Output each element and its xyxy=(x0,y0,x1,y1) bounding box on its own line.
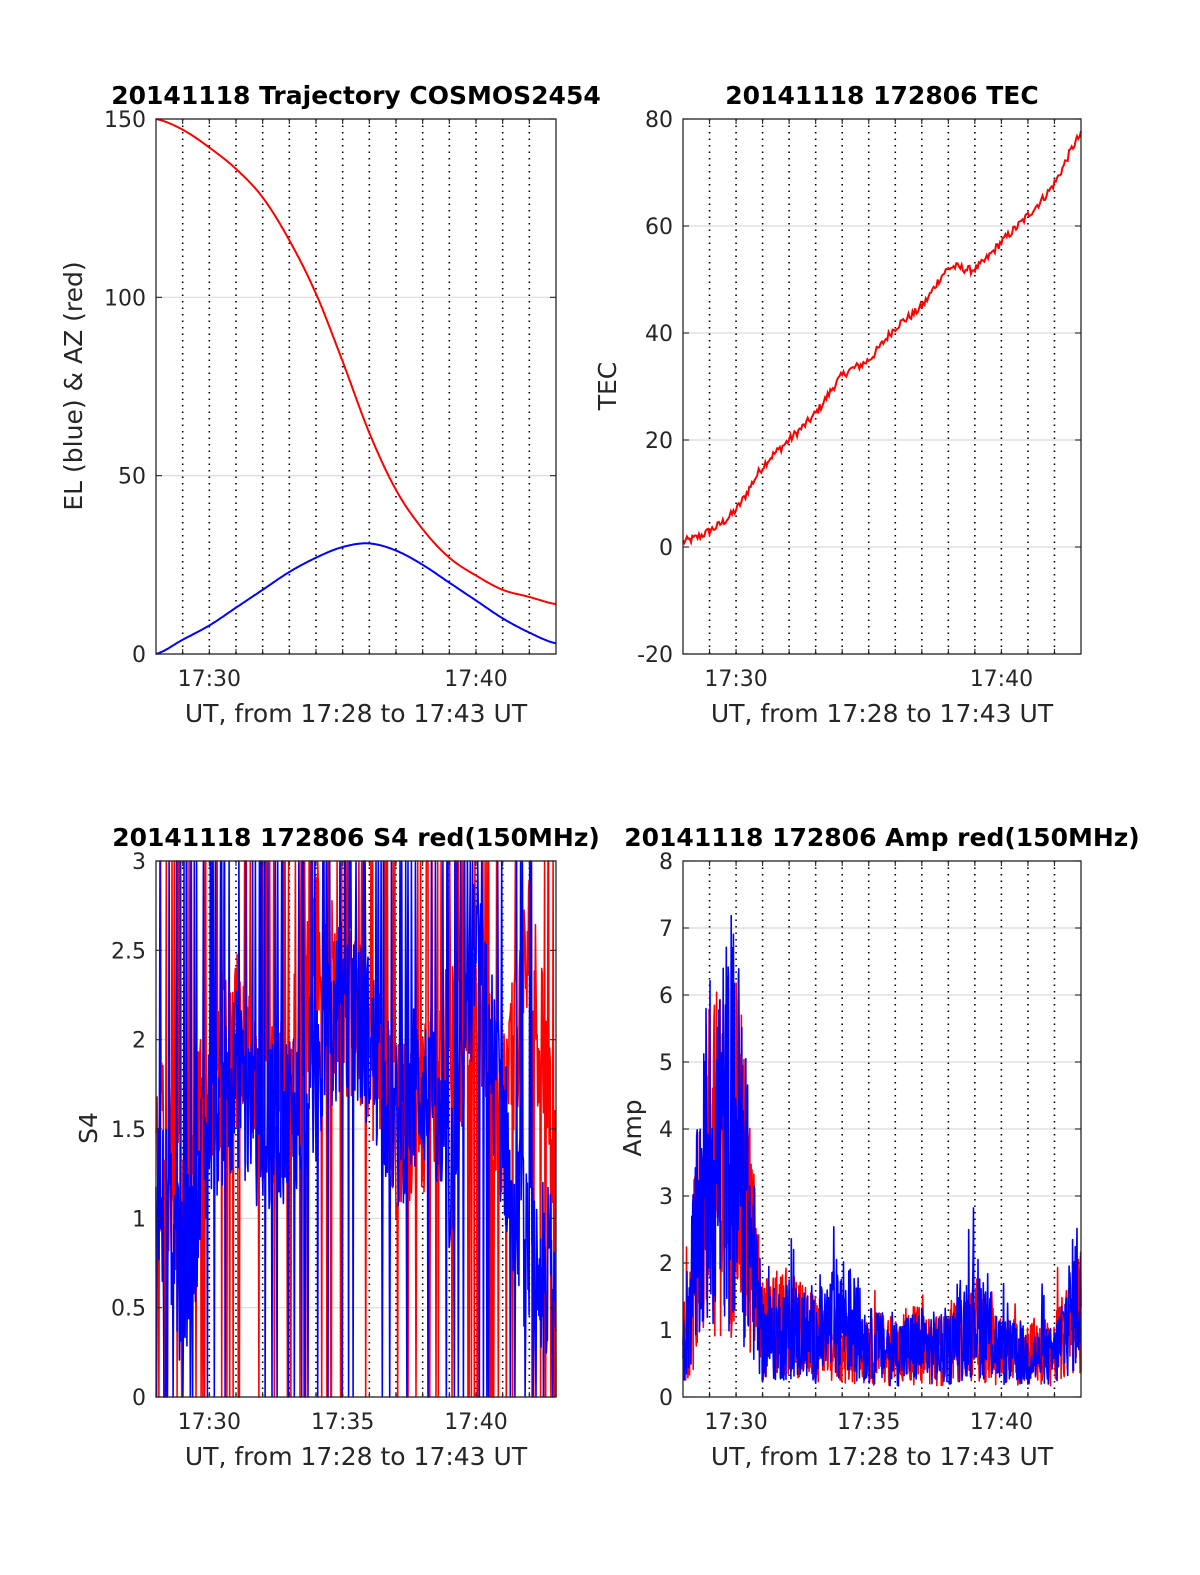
tec-xtick-label: 17:40 xyxy=(970,667,1033,692)
tec-panel: 20141118 172806 TEC UT, from 17:28 to 17… xyxy=(593,81,1082,728)
amp-ytick-label: 5 xyxy=(659,1051,673,1076)
trajectory-xtick-label: 17:30 xyxy=(178,667,241,692)
tec-title: 20141118 172806 TEC xyxy=(725,81,1038,110)
amp-ytick-label: 6 xyxy=(659,984,673,1009)
amp-ytick-label: 7 xyxy=(659,917,673,942)
amp-ytick-label: 3 xyxy=(659,1185,673,1210)
trajectory-panel: 20141118 Trajectory COSMOS2454 UT, from … xyxy=(59,81,601,728)
amp-ytick-label: 4 xyxy=(659,1118,673,1143)
trajectory-xlabel: UT, from 17:28 to 17:43 UT xyxy=(185,699,528,728)
trajectory-ytick-label: 100 xyxy=(104,286,146,311)
s4-ytick-label: 2 xyxy=(132,1029,146,1054)
s4-xtick-label: 17:30 xyxy=(178,1410,241,1435)
amp-ytick-label: 1 xyxy=(659,1319,673,1344)
amp-xtick-label: 17:40 xyxy=(970,1410,1033,1435)
amp-ytick-label: 0 xyxy=(659,1386,673,1411)
s4-ytick-label: 1.5 xyxy=(111,1118,146,1143)
trajectory-ytick-label: 150 xyxy=(104,108,146,133)
trajectory-ytick-label: 0 xyxy=(132,643,146,668)
trajectory-ytick-label: 50 xyxy=(118,465,146,490)
trajectory-axes-box xyxy=(155,118,557,655)
s4-ytick-label: 2.5 xyxy=(111,939,146,964)
tec-xtick-label: 17:30 xyxy=(704,667,767,692)
trajectory-ylabel: EL (blue) & AZ (red) xyxy=(59,261,88,510)
s4-xtick-label: 17:40 xyxy=(444,1410,507,1435)
trajectory-title: 20141118 Trajectory COSMOS2454 xyxy=(111,81,601,110)
tec-ytick-label: -20 xyxy=(637,643,673,668)
amp-xtick-label: 17:30 xyxy=(704,1410,767,1435)
trajectory-series-blue xyxy=(155,542,557,655)
tec-xlabel: UT, from 17:28 to 17:43 UT xyxy=(711,699,1054,728)
s4-xtick-label: 17:35 xyxy=(311,1410,374,1435)
s4-ytick-label: 0.5 xyxy=(111,1297,146,1322)
s4-xlabel: UT, from 17:28 to 17:43 UT xyxy=(185,1442,528,1471)
tec-ytick-label: 20 xyxy=(645,429,673,454)
s4-ytick-label: 3 xyxy=(132,850,146,875)
tec-ytick-label: 0 xyxy=(659,536,673,561)
amp-ytick-label: 2 xyxy=(659,1252,673,1277)
amp-ylabel: Amp xyxy=(618,1099,647,1156)
s4-panel: 20141118 172806 S4 red(150MHz) UT, from … xyxy=(74,823,600,1471)
s4-ylabel: S4 xyxy=(74,1112,103,1144)
s4-ytick-label: 1 xyxy=(132,1207,146,1232)
amp-xtick-label: 17:35 xyxy=(837,1410,900,1435)
trajectory-series-red xyxy=(155,118,557,606)
tec-ylabel: TEC xyxy=(593,362,622,412)
amp-title: 20141118 172806 Amp red(150MHz) xyxy=(624,823,1140,852)
tec-ytick-label: 40 xyxy=(645,322,673,347)
trajectory-grid xyxy=(156,118,556,655)
s4-ytick-label: 0 xyxy=(132,1386,146,1411)
s4-title: 20141118 172806 S4 red(150MHz) xyxy=(112,823,600,852)
amp-panel: 20141118 172806 Amp red(150MHz) UT, from… xyxy=(618,823,1140,1471)
tec-axes-box xyxy=(682,118,1082,655)
tec-ytick-label: 80 xyxy=(645,108,673,133)
tec-ytick-label: 60 xyxy=(645,215,673,240)
amp-xlabel: UT, from 17:28 to 17:43 UT xyxy=(711,1442,1054,1471)
amp-ytick-label: 8 xyxy=(659,850,673,875)
amp-series-blue xyxy=(682,914,1082,1387)
tec-series-red xyxy=(682,130,1082,547)
trajectory-xtick-label: 17:40 xyxy=(444,667,507,692)
